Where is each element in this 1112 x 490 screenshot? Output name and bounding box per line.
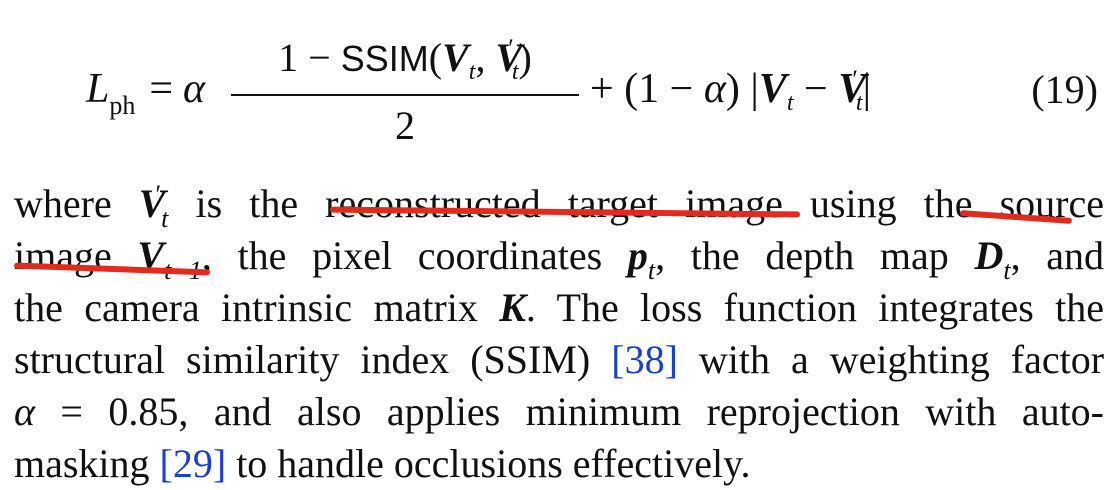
loss-symbol: L bbox=[86, 66, 110, 112]
symbol-k: K bbox=[499, 285, 526, 330]
citation-link-29[interactable]: [29] bbox=[159, 441, 227, 486]
equation-lhs: Lph = α bbox=[86, 66, 206, 119]
highlight-reconstructed-target-image: reconstructed target image bbox=[325, 181, 783, 226]
fraction-bar bbox=[231, 94, 579, 96]
fraction-numerator: 1 − SSIM(Vt, V′t) bbox=[278, 34, 532, 85]
equals-sign: = bbox=[149, 66, 174, 112]
paragraph-line-1: where V′t is the reconstructed target im… bbox=[14, 180, 1105, 233]
fraction-denominator: 2 bbox=[395, 103, 415, 148]
paragraph-line-5: α = 0.85, and also applies minimum repro… bbox=[14, 389, 1104, 434]
symbol-p: p bbox=[627, 233, 648, 278]
ssim-label: SSIM bbox=[340, 38, 429, 79]
equation-number: (19) bbox=[1031, 67, 1098, 112]
equation-rhs: + (1 − α) |Vt − V′t| bbox=[590, 65, 871, 116]
paragraph-line-6: masking [29] to handle occlusions effect… bbox=[14, 441, 751, 486]
paragraph-line-4: structural similarity index (SSIM) [38] … bbox=[14, 337, 1105, 382]
symbol-d: D bbox=[974, 233, 1004, 278]
loss-subscript: ph bbox=[109, 91, 136, 120]
paragraph-line-3: the camera intrinsic matrix K. The loss … bbox=[14, 285, 1105, 330]
symbol-v-prime: V bbox=[138, 181, 166, 226]
citation-link-38[interactable]: [38] bbox=[611, 337, 678, 382]
body-paragraph: where V′t is the reconstructed target im… bbox=[14, 178, 1104, 490]
equation-19: Lph = α 1 − SSIM(Vt, V′t) 2 + (1 − α) |Vt … bbox=[0, 0, 1112, 160]
alpha-symbol: α bbox=[183, 66, 206, 112]
